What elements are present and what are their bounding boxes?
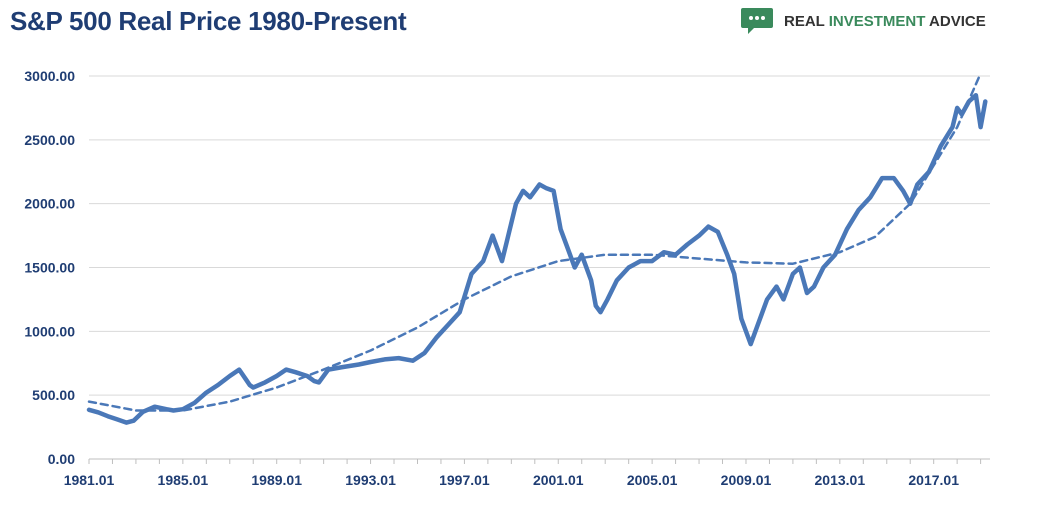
price-line xyxy=(86,92,988,425)
y-tick-label: 500.00 xyxy=(32,387,75,403)
brand-name: REAL INVESTMENT ADVICE xyxy=(784,13,986,30)
x-tick-label: 2001.01 xyxy=(533,472,584,488)
brand-logo: REAL INVESTMENT ADVICE xyxy=(740,6,986,36)
gridlines xyxy=(89,75,990,396)
series xyxy=(86,72,988,425)
trend-line xyxy=(87,72,982,412)
axes: 0.00 500.00 1000.00 1500.00 2000.00 2500.00 30… xyxy=(24,68,990,488)
x-tick-label: 2017.01 xyxy=(908,472,959,488)
chart-title: S&P 500 Real Price 1980-Present xyxy=(10,6,407,36)
x-tick-label: 2005.01 xyxy=(627,472,678,488)
brand-word-advice: ADVICE xyxy=(925,12,986,30)
x-tick-label: 1993.01 xyxy=(345,472,396,488)
brand-word-real: REAL xyxy=(784,12,829,30)
y-tick-label: 1000.00 xyxy=(24,323,75,339)
y-tick-label: 0.00 xyxy=(48,451,75,467)
x-tick-label: 1985.01 xyxy=(158,472,209,488)
y-tick-label: 3000.00 xyxy=(24,68,75,84)
x-tick-label: 1989.01 xyxy=(251,472,302,488)
x-tick-label: 2009.01 xyxy=(721,472,772,488)
y-tick-label: 2500.00 xyxy=(24,132,75,148)
brand-word-investment: INVESTMENT xyxy=(828,12,926,30)
y-tick-label: 1500.00 xyxy=(24,260,75,276)
chat-bubble-icon xyxy=(741,8,773,34)
x-tick-label: 2013.01 xyxy=(815,472,866,488)
y-tick-label: 2000.00 xyxy=(24,196,75,212)
x-tick-label: 1997.01 xyxy=(439,472,490,488)
x-tick-label: 1981.01 xyxy=(64,472,115,488)
